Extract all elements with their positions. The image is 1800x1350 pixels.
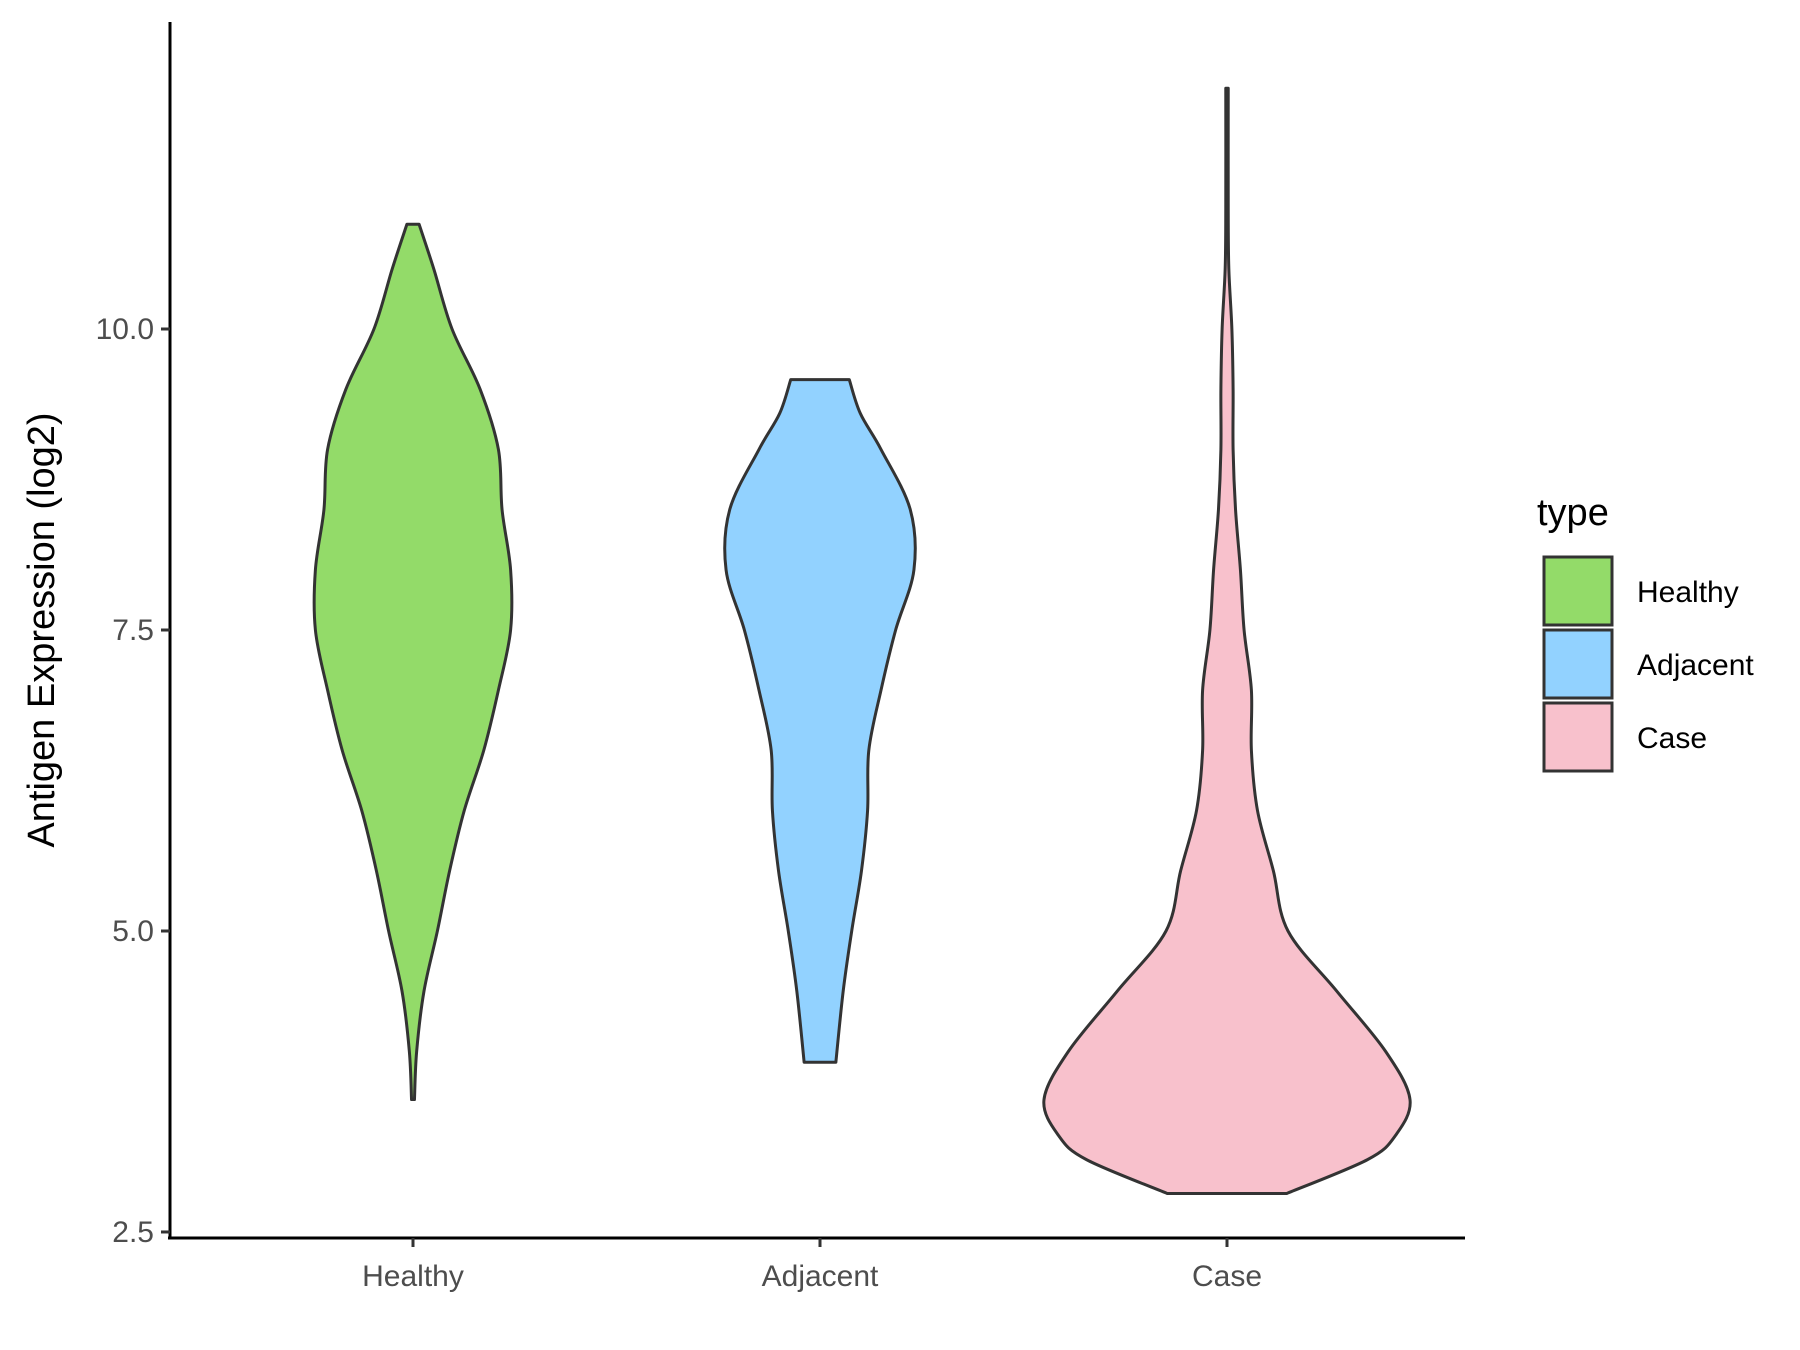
x-tick-label: Adjacent — [762, 1260, 879, 1293]
legend-label-case: Case — [1637, 722, 1707, 755]
violin-adjacent — [723, 378, 917, 1064]
violins-layer — [312, 86, 1412, 1195]
y-tick-label: 10.0 — [96, 313, 154, 346]
legend-label-adjacent: Adjacent — [1637, 649, 1754, 682]
y-ticks: 2.5 5.0 7.5 10.0 — [96, 313, 170, 1249]
y-axis-title: Antigen Expression (log2) — [21, 412, 63, 847]
x-tick-label: Healthy — [362, 1260, 464, 1293]
violin-healthy — [312, 222, 514, 1102]
legend-key-case — [1542, 701, 1614, 773]
legend-key-adjacent — [1542, 628, 1614, 700]
y-tick-label: 7.5 — [112, 614, 154, 647]
legend-key-healthy — [1542, 555, 1614, 627]
legend-label-healthy: Healthy — [1637, 576, 1739, 609]
y-tick-label: 5.0 — [112, 915, 154, 948]
x-tick-label: Case — [1192, 1260, 1262, 1293]
y-tick-label: 2.5 — [112, 1216, 154, 1249]
violin-case — [1042, 86, 1412, 1195]
legend-title: type — [1537, 492, 1609, 534]
x-ticks: Healthy Adjacent Case — [362, 1238, 1262, 1293]
legend: type Healthy Adjacent Case — [1537, 492, 1754, 773]
